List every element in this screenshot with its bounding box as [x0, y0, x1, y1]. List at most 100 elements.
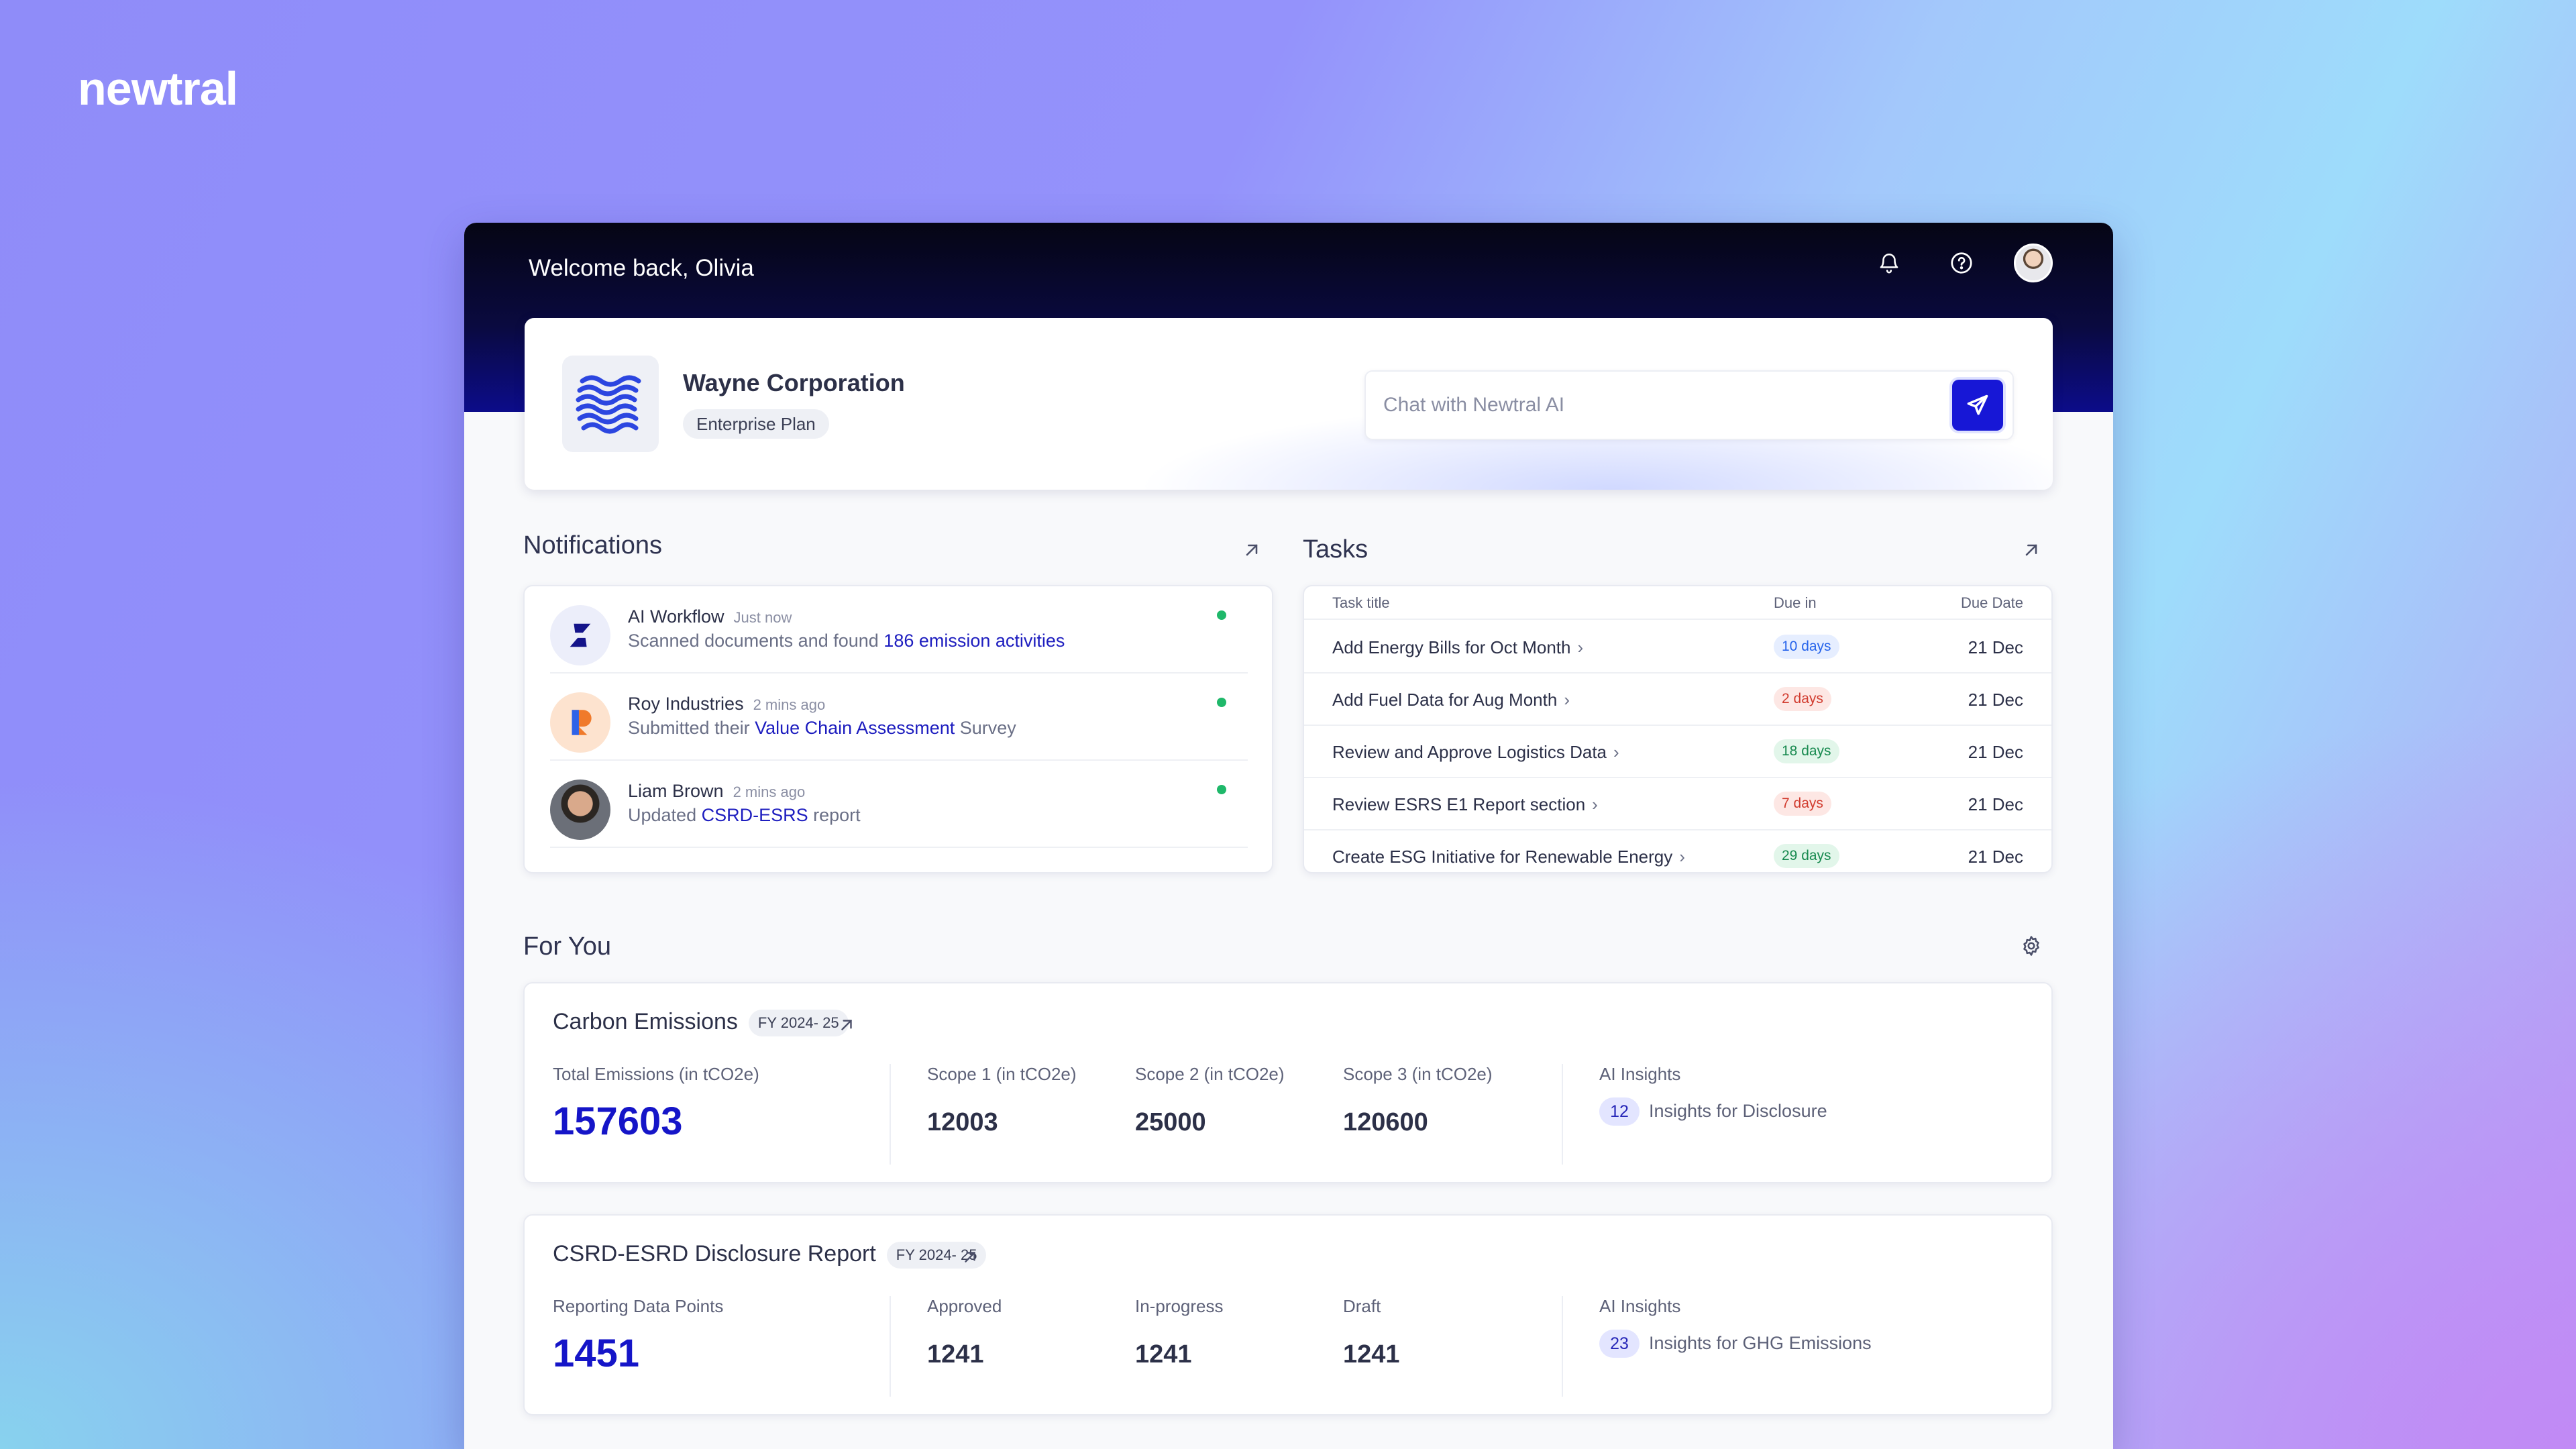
ai-chat-input[interactable] [1383, 372, 1933, 439]
ai-insights-label: AI Insights [1599, 1064, 1681, 1084]
brand-logo: newtral [78, 62, 238, 115]
column-due-date: Due Date [1961, 594, 2023, 611]
task-title[interactable]: Review and Approve Logistics Data [1332, 742, 1607, 762]
gear-icon[interactable] [2018, 932, 2045, 959]
stat-value: 25000 [1135, 1108, 1206, 1136]
due-in-badge: 2 days [1774, 687, 1831, 711]
ai-insights-count: 23 [1599, 1330, 1640, 1358]
divider [890, 1064, 891, 1165]
task-row[interactable]: Add Energy Bills for Oct Month › 10 days … [1304, 621, 2051, 674]
bell-icon[interactable] [1869, 243, 1909, 283]
task-title[interactable]: Review ESRS E1 Report section [1332, 794, 1586, 814]
tasks-open-arrow-icon[interactable] [2018, 537, 2045, 564]
task-row[interactable]: Create ESG Initiative for Renewable Ener… [1304, 830, 2051, 883]
due-in-badge: 10 days [1774, 635, 1839, 659]
stat-label: Draft [1343, 1296, 1381, 1316]
task-row[interactable]: Review ESRS E1 Report section › 7 days 21… [1304, 778, 2051, 830]
task-due-date: 21 Dec [1968, 847, 2023, 867]
notifications-open-arrow-icon[interactable] [1238, 537, 1265, 564]
card-open-arrow-icon[interactable] [957, 1244, 983, 1271]
divider [890, 1296, 891, 1397]
header-actions [1869, 243, 2053, 283]
app-window: Welcome back, Olivia Wayne Corporati [464, 223, 2113, 1449]
roy-industries-logo [550, 692, 610, 753]
chevron-right-icon: › [1564, 690, 1570, 710]
notifications-panel: AI Workflow Just now Scanned documents an… [523, 585, 1273, 873]
help-icon[interactable] [1941, 243, 1982, 283]
ai-insights-text: Insights for Disclosure [1649, 1101, 1827, 1121]
plan-badge: Enterprise Plan [683, 409, 829, 439]
ai-insights-count: 12 [1599, 1097, 1640, 1126]
task-row[interactable]: Add Fuel Data for Aug Month › 2 days 21 D… [1304, 674, 2051, 726]
notification-sender: AI Workflow [628, 606, 724, 627]
task-row[interactable]: Review and Approve Logistics Data › 18 da… [1304, 726, 2051, 778]
ai-insights-link[interactable]: 12 Insights for Disclosure [1599, 1097, 1827, 1126]
stat-value: 120600 [1343, 1108, 1428, 1136]
tasks-table: Task title Due in Due Date Add Energy Bi… [1303, 585, 2053, 873]
stat-label: Scope 3 (in tCO2e) [1343, 1064, 1493, 1084]
task-due-date: 21 Dec [1968, 794, 2023, 814]
task-title[interactable]: Add Fuel Data for Aug Month [1332, 690, 1558, 710]
card-title: Carbon Emissions [553, 1009, 738, 1034]
chevron-right-icon: › [1679, 847, 1685, 867]
task-title[interactable]: Create ESG Initiative for Renewable Ener… [1332, 847, 1673, 867]
company-card: Wayne Corporation Enterprise Plan [525, 318, 2053, 490]
notification-time: Just now [733, 609, 792, 626]
card-open-arrow-icon[interactable] [833, 1012, 860, 1038]
ai-chat-box [1364, 370, 2014, 440]
task-due-date: 21 Dec [1968, 637, 2023, 657]
column-task-title: Task title [1332, 594, 1390, 611]
notification-sender: Roy Industries [628, 694, 744, 714]
stat-value: 1241 [1135, 1340, 1192, 1368]
ai-insights-link[interactable]: 23 Insights for GHG Emissions [1599, 1330, 1872, 1358]
task-title[interactable]: Add Energy Bills for Oct Month [1332, 637, 1571, 657]
notification-item[interactable]: AI Workflow Just now Scanned documents an… [550, 586, 1248, 674]
task-due-date: 21 Dec [1968, 690, 2023, 710]
notification-link[interactable]: Value Chain Assessment [755, 718, 955, 738]
notification-time: 2 mins ago [733, 784, 806, 800]
notification-text: Updated [628, 805, 702, 825]
stat-value: 1241 [1343, 1340, 1400, 1368]
company-logo [562, 356, 659, 452]
chevron-right-icon: › [1577, 637, 1584, 657]
notification-link[interactable]: 186 emission activities [883, 631, 1065, 651]
unread-dot [1217, 698, 1226, 707]
main-metric-label: Reporting Data Points [553, 1296, 724, 1316]
tasks-table-header: Task title Due in Due Date [1304, 586, 2051, 620]
liam-brown-avatar [550, 780, 610, 840]
due-in-badge: 7 days [1774, 792, 1831, 816]
user-avatar[interactable] [2014, 244, 2053, 282]
notification-text: Scanned documents and found [628, 631, 884, 651]
ai-workflow-icon [550, 605, 610, 665]
fy-badge: FY 2024- 25 [748, 1010, 849, 1037]
card-title: CSRD-ESRD Disclosure Report [553, 1241, 876, 1267]
notification-sender: Liam Brown [628, 781, 724, 801]
notification-text: Submitted their [628, 718, 755, 738]
main-metric-label: Total Emissions (in tCO2e) [553, 1064, 759, 1084]
ai-insights-text: Insights for GHG Emissions [1649, 1333, 1872, 1353]
notification-item[interactable]: Roy Industries 2 mins ago Submitted their… [550, 674, 1248, 761]
main-metric-value: 1451 [553, 1332, 640, 1375]
welcome-message: Welcome back, Olivia [529, 255, 754, 281]
due-in-badge: 29 days [1774, 844, 1839, 868]
stat-value: 1241 [927, 1340, 984, 1368]
task-due-date: 21 Dec [1968, 742, 2023, 762]
company-name: Wayne Corporation [683, 369, 905, 396]
stat-label: Scope 1 (in tCO2e) [927, 1064, 1077, 1084]
main-metric-value: 157603 [553, 1099, 683, 1143]
send-button[interactable] [1952, 380, 2003, 431]
divider [1562, 1296, 1563, 1397]
notification-item[interactable]: Liam Brown 2 mins ago Updated CSRD-ESRS r… [550, 761, 1248, 848]
csrd-report-card: CSRD-ESRD Disclosure Report FY 2024- 25 R… [523, 1214, 2053, 1415]
ai-insights-label: AI Insights [1599, 1296, 1681, 1316]
notification-text-suffix: report [808, 805, 861, 825]
stat-label: Scope 2 (in tCO2e) [1135, 1064, 1285, 1084]
stat-value: 12003 [927, 1108, 998, 1136]
notification-link[interactable]: CSRD-ESRS [701, 805, 808, 825]
tasks-title: Tasks [1303, 535, 1368, 564]
stat-label: Approved [927, 1296, 1002, 1316]
divider [1562, 1064, 1563, 1165]
notifications-title: Notifications [523, 531, 662, 559]
chevron-right-icon: › [1613, 742, 1619, 762]
notification-time: 2 mins ago [753, 696, 826, 713]
